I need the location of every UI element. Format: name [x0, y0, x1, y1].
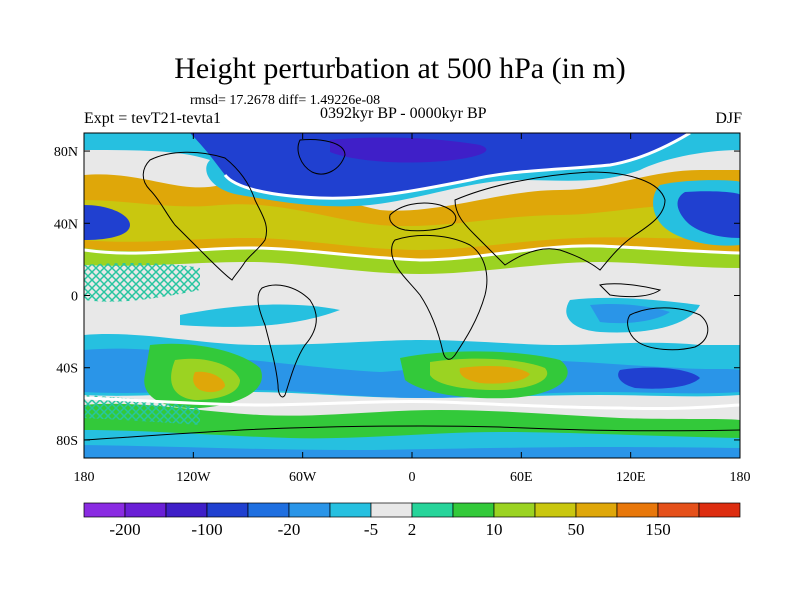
npacific-deep-blue-west	[84, 205, 130, 240]
south-indian-blue	[618, 367, 700, 389]
arctic-deep-blue-core	[330, 137, 487, 163]
y-tick-label: 40S	[56, 362, 78, 377]
colorbar-swatch	[288, 502, 331, 518]
south-atlantic-indian-orange	[459, 366, 530, 384]
colorbar-swatch	[247, 502, 290, 518]
x-tick-label: 120W	[176, 470, 211, 485]
pacific-hatch	[84, 263, 200, 302]
colorbar-swatch	[370, 502, 413, 518]
colorbar-label: 10	[486, 520, 503, 539]
x-axis: 180 120W 60W 0 60E 120E 180	[74, 133, 751, 485]
coast-asia	[454, 171, 666, 271]
zero-contour-arctic	[223, 133, 691, 200]
zero-contour-north	[84, 244, 740, 262]
colorbar-swatch	[83, 502, 126, 518]
colorbar-label: -100	[191, 520, 222, 539]
coast-greenland	[297, 139, 346, 175]
x-tick-label: 60W	[289, 470, 317, 485]
zero-contour-south	[84, 396, 740, 411]
colorbar-swatch	[534, 502, 577, 518]
x-tick-label: 60E	[510, 470, 533, 485]
experiment-label: Expt = tevT21-tevta1	[84, 110, 221, 127]
colorbar-label: 50	[568, 520, 585, 539]
x-tick-label: 180	[730, 470, 751, 485]
colorbar-label: 150	[645, 520, 671, 539]
colorbar-swatch	[493, 502, 536, 518]
y-tick-label: 0	[71, 290, 78, 305]
northern-yellow-band	[84, 200, 740, 250]
colorbar-label: -20	[278, 520, 301, 539]
colorbar-swatch	[452, 502, 495, 518]
coastlines	[84, 139, 740, 441]
colorbar-swatch	[165, 502, 208, 518]
colorbar-swatch	[698, 502, 741, 518]
x-tick-label: 120E	[616, 470, 646, 485]
colorbar-swatch	[329, 502, 372, 518]
field-layer	[84, 133, 740, 458]
coast-antarctica	[84, 425, 740, 441]
colorbar-label: 2	[408, 520, 417, 539]
coast-south-america	[257, 284, 317, 398]
y-tick-label: 80N	[54, 145, 78, 160]
y-axis: 80N 40N 0 40S 80S	[54, 145, 740, 449]
colorbar: -200 -100 -20 -5 2 10 50 150	[83, 502, 741, 539]
season-label: DJF	[715, 110, 742, 127]
colorbar-label: -200	[109, 520, 140, 539]
y-tick-label: 80S	[56, 434, 78, 449]
x-tick-label: 0	[409, 470, 416, 485]
period-label: 0392kyr BP - 0000kyr BP	[320, 105, 487, 122]
npacific-blue	[677, 191, 740, 238]
coast-africa	[391, 235, 488, 360]
coast-indonesia	[598, 283, 662, 298]
south-hatch	[84, 395, 200, 425]
colorbar-label: -5	[364, 520, 378, 539]
colorbar-swatch	[657, 502, 700, 518]
y-tick-label: 40N	[54, 217, 78, 232]
chart-title: Height perturbation at 500 hPa (in m)	[174, 52, 626, 85]
colorbar-swatch	[575, 502, 618, 518]
colorbar-swatch	[616, 502, 659, 518]
arctic-blue-anomaly	[190, 133, 690, 199]
coast-australia	[627, 307, 709, 351]
rmsd-stats: rmsd= 17.2678 diff= 1.49226e-08	[190, 93, 381, 108]
colorbar-swatch	[124, 502, 167, 518]
south-pacific-orange	[193, 371, 225, 393]
coast-europe	[389, 202, 457, 232]
tropical-cyan-patch	[180, 304, 340, 327]
antarctic-blue-band	[84, 445, 740, 458]
x-tick-label: 180	[74, 470, 95, 485]
colorbar-swatch	[206, 502, 249, 518]
coast-north-america	[142, 151, 268, 281]
colorbar-swatch	[411, 502, 454, 518]
